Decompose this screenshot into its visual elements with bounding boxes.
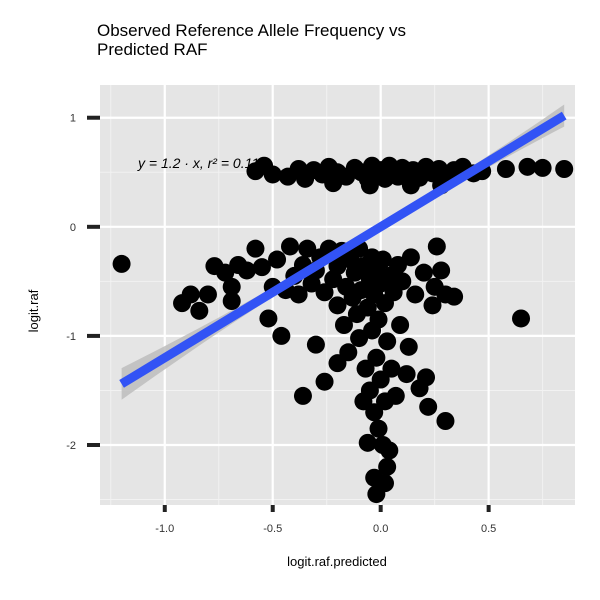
data-point	[419, 397, 438, 416]
data-point	[306, 335, 325, 354]
data-point	[222, 292, 241, 310]
data-point	[315, 283, 334, 302]
data-point	[432, 261, 451, 280]
y-tick-label: 1	[70, 113, 76, 125]
data-point	[406, 285, 425, 304]
data-point	[397, 365, 416, 384]
regression-line	[119, 111, 567, 388]
data-point	[393, 272, 412, 291]
data-point	[268, 250, 287, 269]
data-point	[417, 368, 436, 387]
data-point	[354, 392, 373, 411]
data-point	[289, 285, 308, 304]
data-point	[358, 433, 377, 452]
data-point	[328, 354, 347, 373]
data-point	[512, 309, 531, 328]
data-point	[555, 160, 574, 178]
y-axis-tick-labels: 1 0 -1 -2	[66, 113, 76, 452]
x-axis-title: logit.raf.predicted	[287, 554, 387, 569]
data-point	[367, 348, 386, 367]
y-tick-label: -2	[66, 440, 76, 452]
regression-equation: y = 1.2 · x, r² = 0.116	[137, 155, 267, 171]
data-point	[380, 441, 399, 460]
data-points	[112, 156, 574, 504]
data-point	[293, 386, 312, 405]
y-axis-title: logit.raf	[26, 289, 41, 332]
y-tick-label: 0	[70, 222, 76, 234]
data-point	[436, 412, 455, 430]
data-point	[246, 239, 265, 258]
data-point	[315, 372, 334, 391]
data-point	[518, 157, 537, 176]
data-point	[222, 277, 241, 296]
x-tick-label: 0.5	[481, 523, 496, 535]
data-point	[296, 169, 315, 188]
data-point	[401, 248, 420, 267]
data-point	[181, 285, 200, 304]
data-point	[112, 254, 131, 273]
data-point	[496, 160, 515, 178]
data-point	[533, 158, 552, 177]
data-point	[414, 263, 433, 282]
data-point	[298, 239, 317, 258]
data-point	[263, 165, 282, 184]
data-point	[388, 256, 407, 274]
data-point	[373, 250, 392, 269]
data-point	[334, 316, 353, 334]
chart-title: Observed Reference Allele Frequency vs P…	[97, 21, 406, 59]
x-tick-label: -0.5	[263, 523, 282, 535]
data-point	[216, 263, 235, 282]
x-axis-tick-labels: -1.0 -0.5 0.0 0.5	[155, 523, 496, 535]
x-tick-label: 0.0	[373, 523, 388, 535]
data-point	[427, 237, 446, 256]
data-point	[399, 337, 418, 356]
data-point	[324, 174, 343, 193]
y-tick-label: -1	[66, 331, 76, 343]
data-point	[423, 296, 442, 315]
data-point	[190, 301, 209, 320]
data-point	[386, 386, 405, 405]
data-point	[445, 287, 464, 306]
data-point	[360, 176, 379, 195]
data-point	[350, 329, 369, 348]
data-point	[367, 485, 386, 504]
data-point	[382, 359, 401, 378]
data-point	[252, 258, 271, 277]
data-point	[281, 237, 299, 256]
data-point	[272, 326, 291, 345]
data-point	[259, 309, 278, 328]
data-point	[391, 316, 410, 334]
data-point	[198, 285, 217, 304]
data-point	[369, 419, 388, 438]
data-point	[369, 310, 388, 329]
data-point	[378, 332, 397, 351]
axis-ticks	[87, 115, 491, 512]
data-point	[328, 296, 347, 315]
data-point	[237, 261, 256, 280]
x-tick-label: -1.0	[155, 523, 174, 535]
data-point	[378, 457, 397, 476]
data-point	[401, 176, 420, 195]
